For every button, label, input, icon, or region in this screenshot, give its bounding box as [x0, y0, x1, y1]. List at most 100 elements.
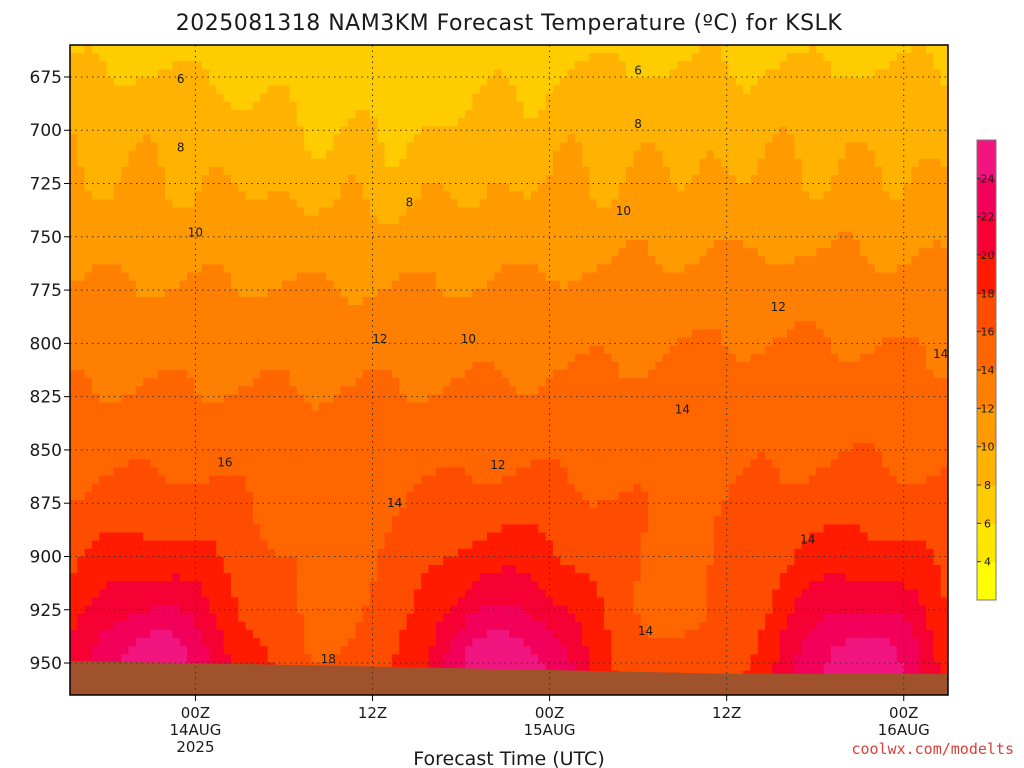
heatmap-cell [282, 654, 291, 664]
heatmap-cell [252, 483, 261, 493]
heatmap-cell [472, 451, 481, 460]
heatmap-cell [223, 467, 232, 477]
heatmap-cell [487, 313, 495, 322]
heatmap-cell [391, 215, 400, 225]
heatmap-cell [348, 69, 356, 79]
heatmap-cell [516, 53, 525, 62]
heatmap-cell [267, 532, 276, 542]
heatmap-cell [113, 508, 122, 517]
heatmap-cell [369, 524, 378, 534]
heatmap-cell [450, 61, 459, 70]
heatmap-cell [421, 508, 430, 517]
heatmap-cell [406, 361, 415, 371]
heatmap-cell [355, 69, 364, 79]
heatmap-cell [326, 548, 334, 558]
heatmap-cell [355, 353, 364, 363]
heatmap-cell [472, 248, 481, 257]
heatmap-cell [377, 223, 386, 233]
heatmap-cell [340, 321, 349, 330]
heatmap-cell [143, 158, 152, 168]
heatmap-cell [413, 573, 422, 582]
heatmap-cell [245, 613, 254, 623]
heatmap-cell [494, 288, 503, 298]
heatmap-cell [77, 313, 86, 322]
heatmap-cell [362, 378, 371, 387]
heatmap-cell [70, 646, 78, 655]
heatmap-cell [494, 630, 503, 639]
heatmap-cell [487, 296, 495, 306]
heatmap-cell [487, 402, 495, 412]
heatmap-cell [421, 402, 430, 412]
heatmap-cell [157, 118, 166, 127]
heatmap-cell [435, 166, 444, 176]
heatmap-cell [238, 264, 247, 274]
heatmap-cell [362, 654, 371, 664]
heatmap-cell [289, 53, 298, 62]
heatmap-cell [99, 45, 108, 54]
heatmap-cell [443, 500, 452, 509]
heatmap-cell [252, 646, 261, 655]
heatmap-cell [99, 101, 108, 111]
heatmap-cell [165, 142, 174, 152]
heatmap-cell [238, 361, 247, 371]
heatmap-cell [399, 305, 408, 314]
heatmap-cell [369, 134, 378, 144]
heatmap-cell [121, 175, 130, 184]
heatmap-cell [113, 500, 122, 509]
heatmap-cell [172, 467, 181, 477]
heatmap-cell [443, 589, 452, 599]
heatmap-cell [326, 264, 334, 274]
heatmap-cell [70, 61, 78, 70]
heatmap-cell [399, 589, 408, 599]
heatmap-cell [435, 207, 444, 217]
heatmap-cell [435, 451, 444, 460]
heatmap-cell [377, 500, 386, 509]
heatmap-cell [509, 475, 517, 485]
heatmap-cell [194, 313, 203, 322]
heatmap-cell [201, 175, 210, 184]
heatmap-cell [399, 158, 408, 168]
heatmap-cell [179, 280, 188, 290]
heatmap-cell [391, 248, 400, 257]
heatmap-cell [472, 370, 481, 379]
heatmap-cell [523, 296, 532, 306]
heatmap-cell [340, 207, 349, 217]
heatmap-cell [194, 256, 203, 265]
heatmap-cell [479, 418, 488, 428]
heatmap-cell [157, 166, 166, 176]
heatmap-cell [245, 85, 254, 95]
heatmap-cell [304, 540, 313, 550]
heatmap-cell [194, 581, 203, 590]
heatmap-cell [216, 77, 225, 87]
heatmap-cell [274, 264, 283, 274]
heatmap-cell [318, 85, 327, 95]
heatmap-cell [413, 223, 422, 233]
heatmap-cell [179, 491, 188, 501]
heatmap-cell [143, 394, 152, 404]
heatmap-cell [311, 451, 320, 460]
heatmap-cell [296, 394, 305, 404]
heatmap-cell [172, 524, 181, 534]
heatmap-cell [523, 85, 532, 95]
heatmap-cell [121, 646, 130, 655]
heatmap-cell [216, 573, 225, 582]
heatmap-cell [238, 288, 247, 298]
heatmap-cell [135, 231, 144, 241]
heatmap-cell [377, 597, 386, 607]
heatmap-cell [362, 175, 371, 184]
heatmap-cell [121, 264, 130, 274]
heatmap-cell [421, 321, 430, 330]
heatmap-cell [501, 353, 510, 363]
heatmap-cell [157, 573, 166, 582]
heatmap-cell [465, 85, 474, 95]
heatmap-cell [494, 516, 503, 525]
heatmap-cell [296, 93, 305, 103]
heatmap-cell [143, 85, 152, 95]
heatmap-cell [304, 69, 313, 79]
heatmap-cell [428, 240, 437, 249]
heatmap-cell [391, 565, 400, 574]
heatmap-cell [77, 93, 86, 103]
heatmap-cell [509, 508, 517, 517]
heatmap-cell [179, 581, 188, 590]
heatmap-cell [311, 353, 320, 363]
